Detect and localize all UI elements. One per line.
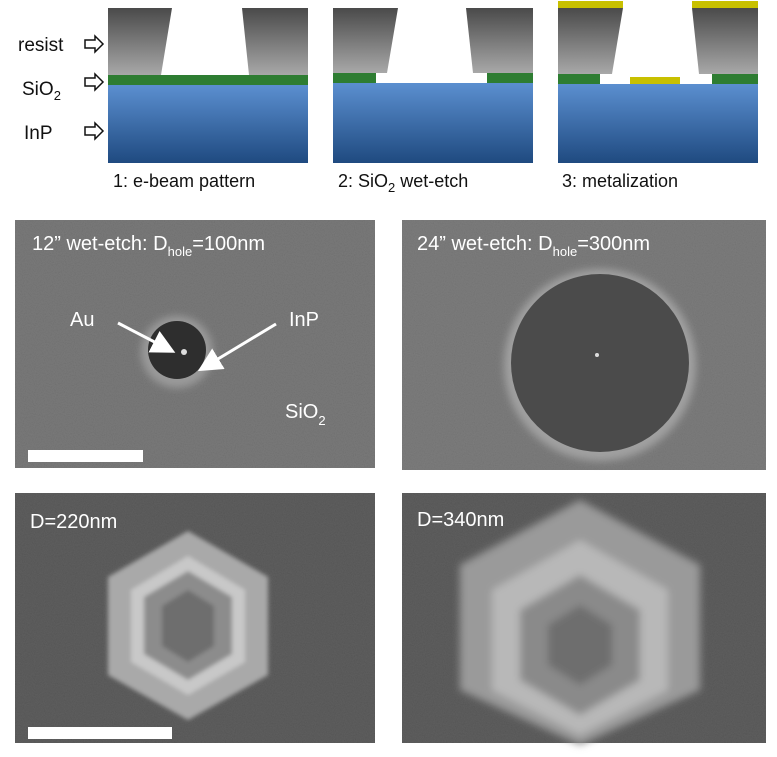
text-part: 12” wet-etch: D	[32, 233, 168, 255]
text-part: 3: metalization	[562, 171, 678, 191]
panel-caption: D=340nm	[417, 509, 504, 531]
text-part: 24” wet-etch: D	[417, 233, 553, 255]
text-part: SiO	[285, 401, 318, 423]
schematic-step-2	[333, 8, 533, 163]
layer-label: InP	[24, 123, 53, 144]
schematic-step-3	[558, 1, 758, 163]
step-caption: 3: metalization	[562, 171, 678, 191]
panel-caption: 24” wet-etch: Dhole=300nm	[417, 233, 650, 259]
text-part: 2: SiO	[338, 171, 388, 191]
step-caption: 2: SiO2 wet-etch	[338, 171, 468, 195]
layer-label: resist	[18, 35, 64, 56]
text-part: 2	[388, 180, 395, 195]
text-part: 1: e-beam pattern	[113, 171, 255, 191]
sem-panel: D=220nm	[15, 493, 375, 743]
text-part: hole	[168, 244, 193, 259]
sem-panel: D=340nm	[402, 493, 766, 745]
step-caption: 1: e-beam pattern	[113, 171, 255, 191]
panel-caption: 12” wet-etch: Dhole=100nm	[32, 233, 265, 259]
text-part: SiO	[22, 79, 54, 100]
annotation: InP	[289, 309, 319, 331]
sem-panel: 12” wet-etch: Dhole=100nm Au InP SiO2	[15, 220, 375, 468]
panel-caption: D=220nm	[30, 511, 117, 533]
text-part: D=220nm	[30, 511, 117, 533]
text-part: hole	[553, 244, 578, 259]
text-part: 2	[54, 88, 61, 103]
layer-arrows	[84, 34, 105, 141]
annotation: SiO2	[285, 401, 326, 428]
text-part: =100nm	[192, 233, 265, 255]
annotation: Au	[70, 309, 94, 331]
text-part: =300nm	[577, 233, 650, 255]
sem-panel: 24” wet-etch: Dhole=300nm	[402, 220, 766, 470]
text-part: D=340nm	[417, 509, 504, 531]
text-part: 2	[318, 413, 325, 428]
schematic-step-1	[108, 8, 308, 163]
text-part: wet-etch	[395, 171, 468, 191]
layer-label: SiO2	[22, 79, 61, 103]
